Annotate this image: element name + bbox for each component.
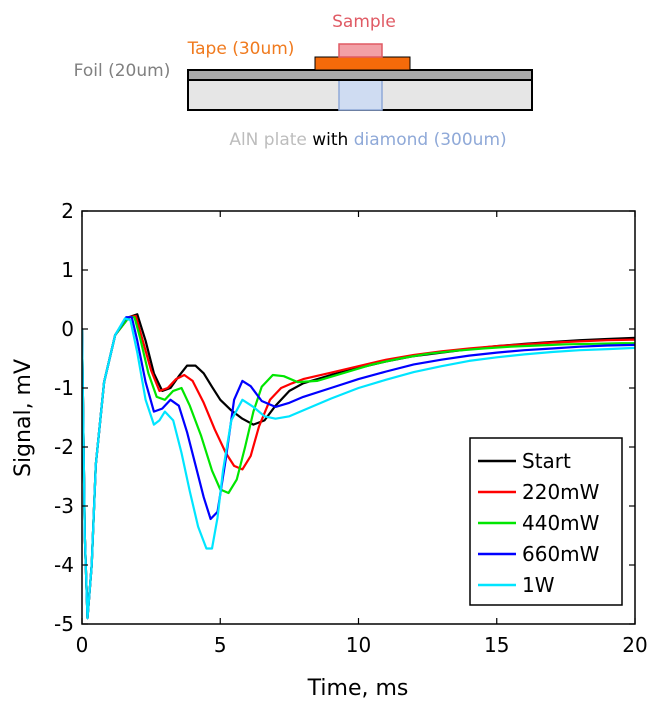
y-tick-label: 1 xyxy=(61,258,74,282)
plate-label-with: with xyxy=(307,130,354,150)
sample-block xyxy=(338,43,383,58)
signal-chart: 0 5 10 15 20 -5 -4 -3 -2 -1 0 1 2 Time, ms Signal, m… xyxy=(11,199,648,701)
y-tick-label: -5 xyxy=(54,612,74,636)
x-tick-label: 15 xyxy=(484,633,509,657)
x-tick-label: 0 xyxy=(76,633,89,657)
legend-entry: 660mW xyxy=(522,542,600,566)
series-line-440mw xyxy=(82,316,635,620)
legend-entry: Start xyxy=(522,449,571,473)
x-tick-label: 20 xyxy=(622,633,647,657)
tape-layer xyxy=(314,56,411,71)
legend-entry: 220mW xyxy=(522,480,600,504)
x-tick-label: 10 xyxy=(346,633,371,657)
y-tick-label: -4 xyxy=(54,553,74,577)
x-tick-label: 5 xyxy=(214,633,227,657)
legend-box xyxy=(469,437,623,606)
x-axis-label: Time, ms xyxy=(307,676,409,701)
legend: Start 220mW 440mW 660mW 1W xyxy=(469,437,623,606)
series-line-1w xyxy=(82,317,635,620)
plate-label-aln: AlN plate xyxy=(229,130,307,150)
y-tick-label: -1 xyxy=(54,376,74,400)
y-tick-label: 0 xyxy=(61,317,74,341)
plate-label-diamond: diamond (300um) xyxy=(354,130,507,150)
y-tick-label: -2 xyxy=(54,435,74,459)
plate-label: AlN plate with diamond (300um) xyxy=(229,130,506,150)
legend-entry: 440mW xyxy=(522,511,600,535)
series-layer xyxy=(82,313,635,620)
y-tick-label: -3 xyxy=(54,494,74,518)
y-axis-label: Signal, mV xyxy=(11,359,36,477)
y-tick-label: 2 xyxy=(61,199,74,223)
foil-label: Foil (20um) xyxy=(74,61,171,81)
ticks-layer: 0 5 10 15 20 -5 -4 -3 -2 -1 0 1 2 xyxy=(54,199,648,657)
foil-layer xyxy=(187,69,533,81)
sample-label: Sample xyxy=(332,12,396,32)
legend-entry: 1W xyxy=(522,573,555,597)
tape-label: Tape (30um) xyxy=(187,39,295,59)
diamond-window xyxy=(338,79,383,111)
sample-stack-diagram: Sample Tape (30um) Foil (20um) AlN plate… xyxy=(74,12,533,150)
